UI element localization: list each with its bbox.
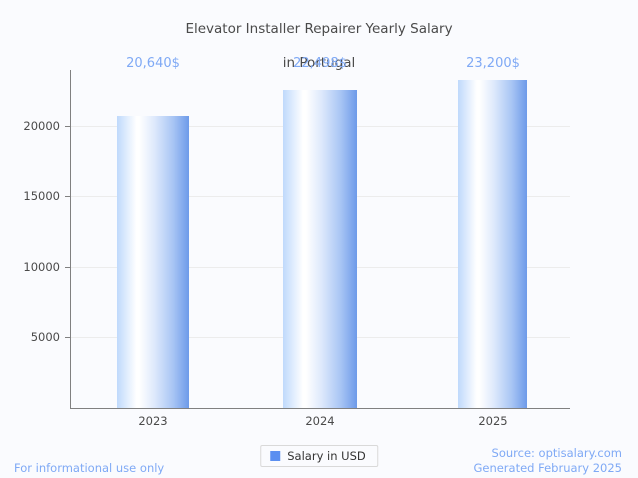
y-tick-mark-5000 xyxy=(65,337,71,338)
footer-source-block: Source: optisalary.com Generated Februar… xyxy=(473,446,622,476)
footer-generated-date: Generated February 2025 xyxy=(473,461,622,475)
chart-title-line-2: in Portugal xyxy=(282,55,356,71)
y-tick-mark-15000 xyxy=(65,196,71,197)
chart-title: Elevator Installer Repairer Yearly Salar… xyxy=(0,4,638,72)
y-axis-line xyxy=(70,70,71,409)
y-tick-label-15000: 15000 xyxy=(23,189,60,203)
x-tick-label-2025: 2025 xyxy=(478,414,508,428)
chart-legend[interactable]: Salary in USD xyxy=(260,445,378,467)
y-tick-mark-10000 xyxy=(65,267,71,268)
bar-value-2023: 20,640$ xyxy=(126,56,180,71)
bar-2025[interactable] xyxy=(458,80,527,408)
legend-swatch-icon xyxy=(270,451,281,461)
bar-value-2025: 23,200$ xyxy=(466,56,520,71)
x-axis-line xyxy=(71,408,570,409)
bar-2024[interactable] xyxy=(283,90,357,408)
x-tick-label-2024: 2024 xyxy=(305,414,335,428)
x-tick-label-2023: 2023 xyxy=(138,414,168,428)
bar-2023[interactable] xyxy=(117,116,189,408)
legend-item-label: Salary in USD xyxy=(287,449,366,463)
plot-area xyxy=(71,70,570,408)
footer-disclaimer: For informational use only xyxy=(14,461,165,475)
y-tick-label-20000: 20000 xyxy=(23,119,60,133)
chart-title-line-1: Elevator Installer Repairer Yearly Salar… xyxy=(185,21,453,37)
y-tick-label-5000: 5000 xyxy=(30,330,60,344)
bar-value-2024: 22,498$ xyxy=(293,56,347,71)
y-tick-mark-20000 xyxy=(65,126,71,127)
y-tick-label-10000: 10000 xyxy=(23,260,60,274)
footer-source: Source: optisalary.com xyxy=(491,446,622,460)
